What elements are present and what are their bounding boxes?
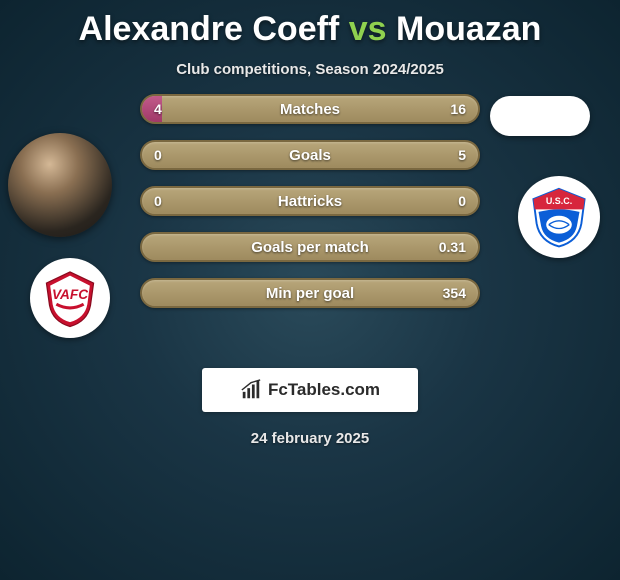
player2-club-badge: U.S.C. (518, 176, 600, 258)
player2-avatar (490, 96, 590, 136)
stat-value-right: 16 (450, 96, 466, 122)
chart-icon (240, 379, 262, 401)
stat-value-right: 5 (458, 142, 466, 168)
stat-label: Hattricks (142, 188, 478, 214)
content-area: VAFC U.S.C. 4Matches160Goals50Hattricks0… (0, 108, 620, 358)
player1-avatar (8, 133, 112, 237)
vs-text: vs (349, 10, 387, 48)
svg-text:VAFC: VAFC (52, 287, 88, 302)
stat-value-right: 0 (458, 188, 466, 214)
player2-name: Mouazan (396, 10, 541, 48)
stat-label: Min per goal (142, 280, 478, 306)
stat-bars: 4Matches160Goals50Hattricks0Goals per ma… (140, 94, 480, 324)
date-text: 24 february 2025 (0, 430, 620, 447)
vafc-logo-icon: VAFC (39, 267, 101, 329)
stat-value-right: 354 (443, 280, 466, 306)
stat-row: Min per goal354 (140, 278, 480, 308)
branding-text: FcTables.com (268, 380, 380, 400)
stat-label: Matches (142, 96, 478, 122)
stat-label: Goals per match (142, 234, 478, 260)
branding-badge: FcTables.com (202, 368, 418, 412)
player1-club-badge: VAFC (30, 258, 110, 338)
stat-row: Goals per match0.31 (140, 232, 480, 262)
svg-text:U.S.C.: U.S.C. (546, 196, 572, 206)
stat-row: 4Matches16 (140, 94, 480, 124)
stat-row: 0Hattricks0 (140, 186, 480, 216)
subtitle: Club competitions, Season 2024/2025 (0, 61, 620, 78)
usc-logo-icon: U.S.C. (527, 185, 591, 249)
stat-row: 0Goals5 (140, 140, 480, 170)
player1-name: Alexandre Coeff (79, 10, 340, 48)
stat-label: Goals (142, 142, 478, 168)
stat-value-right: 0.31 (439, 234, 466, 260)
comparison-title: Alexandre Coeff vs Mouazan (0, 0, 620, 49)
